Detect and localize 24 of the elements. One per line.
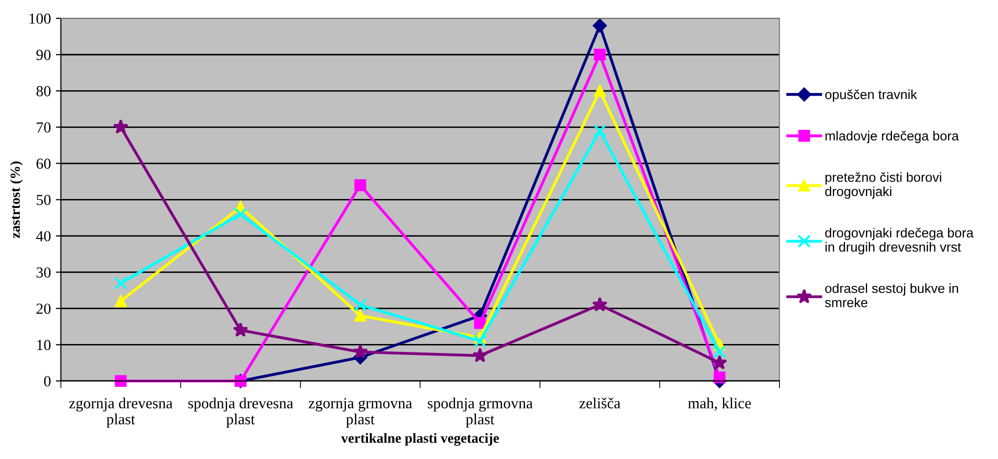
legend-label: drogovnjaki rdečega bora in drugih drevesnih vrst [825,228,974,254]
y-tick-label: 70 [36,122,51,133]
y-tick-label: 90 [36,50,51,60]
x-tick-label: zelišča [579,398,620,408]
x-tick-label: zgornja drevesna plast [69,398,173,428]
y-tick-label: 40 [36,231,51,242]
y-tick-label: 30 [36,267,51,278]
y-tick-label: 100 [30,14,51,24]
legend-label: mladovje rdečega bora [826,130,959,144]
y-tick-label: 20 [36,304,51,314]
x-tick-label: spodnja grmovna plast [428,398,533,428]
x-axis-title: vertikalne plasti vegetacije [341,433,499,446]
x-tick-label: zgornja grmovna plast [308,398,412,428]
legend-label: odrasel sestoj bukve in smreke [825,283,958,308]
y-tick-label: 10 [37,340,51,350]
legend-label: pretežno čisti borovi drogovnjaki [825,172,942,199]
y-tick-label: 80 [36,86,51,96]
legend-label: opuščen travnik [825,89,918,102]
y-tick-label: 0 [44,376,51,386]
y-tick-label: 60 [36,158,51,169]
y-tick-label: 50 [36,194,51,206]
x-tick-label: spodnja drevesna plast [188,398,294,428]
y-axis-title: zastrtost (%) [10,162,23,238]
x-tick-label: mah, klice [688,398,751,411]
